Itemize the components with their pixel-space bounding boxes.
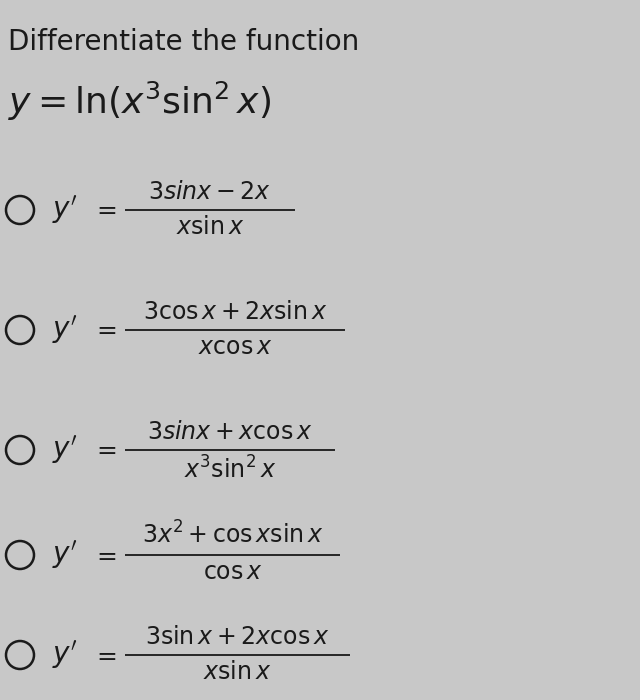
Text: $=$: $=$ — [92, 543, 117, 566]
Text: $x\sin x$: $x\sin x$ — [176, 216, 244, 239]
Text: $y'$: $y'$ — [52, 314, 77, 346]
Text: $3sinx-2x$: $3sinx-2x$ — [148, 181, 271, 204]
Text: $y'$: $y'$ — [52, 638, 77, 671]
Text: $y'$: $y'$ — [52, 539, 77, 571]
Text: $y'$: $y'$ — [52, 433, 77, 466]
Text: $x\sin x$: $x\sin x$ — [204, 661, 272, 684]
Text: $y = \ln(x^3 \sin^2 x)$: $y = \ln(x^3 \sin^2 x)$ — [8, 80, 271, 123]
Text: $=$: $=$ — [92, 643, 117, 666]
Text: $3x^2+\cos x\sin x$: $3x^2+\cos x\sin x$ — [141, 522, 323, 549]
Text: $3sinx+x\cos x$: $3sinx+x\cos x$ — [147, 421, 313, 444]
Text: $3\cos x+2x\sin x$: $3\cos x+2x\sin x$ — [143, 301, 327, 324]
Text: $y'$: $y'$ — [52, 194, 77, 226]
Text: $3\sin x+2x\cos x$: $3\sin x+2x\cos x$ — [145, 626, 330, 649]
Text: $x\cos x$: $x\cos x$ — [198, 336, 272, 359]
Text: $x^3\sin^2 x$: $x^3\sin^2 x$ — [184, 456, 276, 483]
Text: $\cos x$: $\cos x$ — [203, 561, 262, 584]
Text: $=$: $=$ — [92, 199, 117, 221]
Text: Differentiate the function: Differentiate the function — [8, 28, 359, 56]
Text: $=$: $=$ — [92, 438, 117, 461]
Text: $=$: $=$ — [92, 318, 117, 342]
